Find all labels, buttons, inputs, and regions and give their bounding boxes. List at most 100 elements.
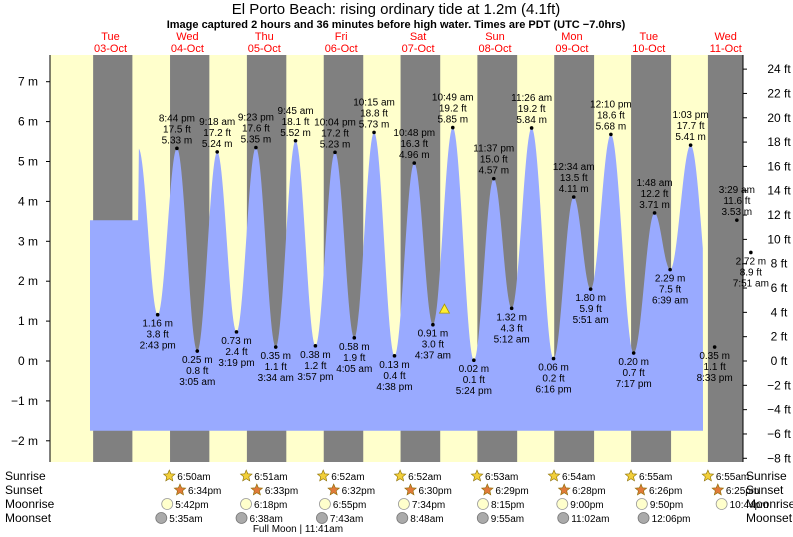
y-tick-label-m: 1 m	[18, 314, 38, 328]
extreme-point	[735, 218, 739, 222]
extreme-point	[652, 211, 657, 215]
extreme-meters-label: 0.20 m	[618, 357, 649, 368]
extreme-meters-label: 5.35 m	[241, 135, 272, 146]
sunset-time: 6:32pm	[342, 486, 375, 497]
extreme-point	[392, 354, 397, 358]
y-axis-meters: 7 m 6 m 5 m 4 m 3 m 2 m 1 m 0 m −1 m −2 m	[11, 75, 50, 448]
sunset-icon	[634, 483, 648, 496]
extreme-point	[712, 345, 717, 349]
sunset-time: 6:28pm	[572, 486, 605, 497]
moonset-time: 6:38am	[250, 514, 283, 525]
extreme-meters-label: 0.25 m	[182, 355, 213, 366]
moonset-time: 12:06pm	[652, 514, 691, 525]
extreme-time-label: 4:05 am	[336, 364, 372, 375]
day-date-label: 07-Oct	[402, 43, 435, 55]
sunrise-time: 6:50am	[177, 472, 210, 483]
day-headers: Tue03-OctWed04-OctThu05-OctFri06-OctSat0…	[94, 31, 742, 55]
extreme-feet-label: 15.0 ft	[480, 155, 508, 166]
extreme-point	[175, 146, 179, 151]
moonset-time: 9:55am	[491, 514, 524, 525]
extreme-meters-label: 0.73 m	[221, 336, 252, 347]
extreme-point	[234, 330, 239, 334]
extreme-time-label: 8:33 pm	[697, 373, 733, 384]
day-name-label: Fri	[335, 31, 348, 43]
y-tick-label-ft: 20 ft	[767, 111, 791, 125]
y-tick-label-m: 7 m	[18, 75, 38, 89]
sunset-time: 6:26pm	[649, 486, 682, 497]
moonset-icon	[637, 512, 650, 524]
extreme-meters-label: 0.13 m	[379, 360, 410, 371]
y-tick-label-ft: 22 ft	[767, 86, 791, 100]
sunset-time: 6:33pm	[265, 486, 298, 497]
sunrise-icon	[162, 469, 176, 482]
extreme-time-label: 5:12 am	[494, 334, 530, 345]
moonrise-icon	[161, 498, 174, 510]
sunset-time: 6:30pm	[418, 486, 451, 497]
extreme-point	[431, 322, 435, 327]
extreme-point	[631, 351, 636, 355]
moonrise-time: 10:44pm	[730, 500, 769, 511]
extreme-time-label: 1:03 pm	[673, 110, 709, 121]
day-date-label: 04-Oct	[171, 43, 204, 55]
extreme-point	[333, 150, 337, 155]
sunrise-time: 6:55am	[716, 472, 749, 483]
day-date-label: 09-Oct	[555, 43, 588, 55]
row-label-right-sunset: Sunset	[746, 483, 784, 497]
extreme-meters-label: 0.06 m	[538, 363, 569, 374]
sunset-time: 6:29pm	[495, 486, 528, 497]
extreme-feet-label: 0.7 ft	[623, 368, 645, 379]
extreme-feet-label: 7.5 ft	[659, 285, 681, 296]
moonrise-time: 6:55pm	[333, 500, 366, 511]
sunrise-icon	[624, 469, 638, 482]
extreme-time-label: 10:49 am	[432, 93, 474, 104]
day-date-label: 03-Oct	[94, 43, 127, 55]
sunrise-time: 6:52am	[331, 472, 364, 483]
row-label-right-moonset: Moonset	[746, 511, 793, 525]
moonrise-time: 9:50pm	[650, 500, 683, 511]
extreme-point	[450, 125, 455, 130]
moonrise-icon	[556, 498, 569, 510]
y-tick-label-ft: 8 ft	[771, 257, 788, 271]
y-tick-label-ft: 12 ft	[767, 208, 791, 222]
y-tick-label-ft: 10 ft	[767, 232, 791, 246]
extreme-feet-label: 18.6 ft	[597, 110, 625, 121]
extreme-feet-label: 3.0 ft	[422, 340, 444, 351]
extreme-point	[254, 145, 258, 150]
sunset-icon	[404, 483, 417, 496]
extreme-meters-label: 4.11 m	[559, 184, 589, 195]
day-name-label: Tue	[640, 31, 659, 43]
chart-water-area	[90, 127, 703, 431]
extreme-meters-label: 5.85 m	[437, 115, 468, 126]
extreme-time-label: 3:19 pm	[218, 358, 254, 369]
sunrise-time: 6:55am	[639, 472, 672, 483]
y-tick-label-m: 0 m	[18, 354, 38, 368]
sunrise-icon	[470, 469, 484, 482]
extreme-feet-label: 0.8 ft	[186, 366, 208, 377]
extreme-meters-label: 5.84 m	[516, 115, 547, 126]
extreme-time-label: 12:10 pm	[590, 99, 632, 110]
extreme-feet-label: 11.6 ft	[723, 196, 750, 207]
extreme-meters-label: 1.16 m	[142, 319, 173, 330]
sunset-icon	[711, 483, 725, 496]
sunset-icon	[327, 483, 341, 496]
now-triangle	[438, 303, 451, 314]
day-name-label: Mon	[561, 31, 582, 43]
extreme-point	[215, 150, 219, 154]
moonset-icon	[557, 512, 570, 524]
row-label-left-sunset: Sunset	[5, 483, 43, 497]
tide-curve-area	[90, 127, 703, 431]
y-tick-label-ft: −6 ft	[767, 427, 791, 441]
extreme-point	[412, 161, 417, 165]
extreme-time-label: 3:34 am	[258, 373, 294, 384]
moonrise-time: 5:42pm	[175, 500, 208, 511]
extreme-feet-label: 5.9 ft	[580, 304, 602, 315]
extreme-point	[588, 287, 593, 291]
moonrise-icon	[319, 498, 331, 510]
moonset-icon	[476, 512, 489, 524]
extreme-point	[609, 132, 613, 137]
sunrise-icon	[393, 469, 407, 482]
extreme-meters-label: 4.57 m	[478, 166, 509, 177]
extreme-feet-label: 0.4 ft	[383, 371, 405, 382]
day-date-label: 10-Oct	[632, 43, 665, 55]
moonset-icon	[155, 512, 168, 524]
